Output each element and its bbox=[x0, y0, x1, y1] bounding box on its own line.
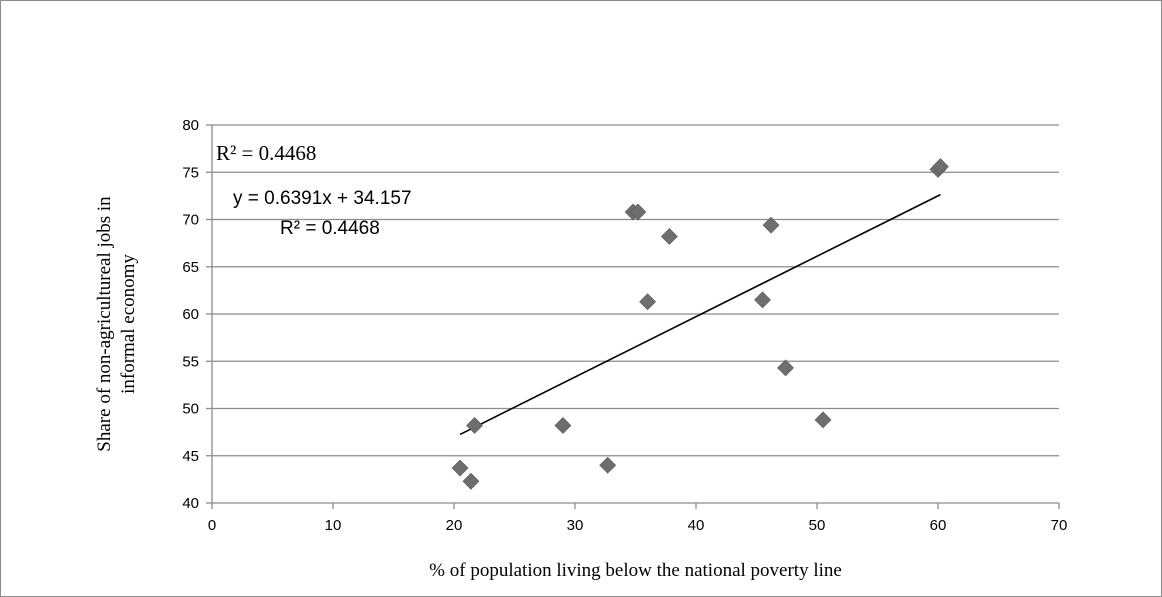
y-axis-label-line: informal economy bbox=[118, 254, 139, 394]
y-tick-label: 50 bbox=[182, 401, 199, 418]
data-point bbox=[554, 417, 572, 434]
x-tick-label: 30 bbox=[567, 517, 584, 534]
y-tick-label: 45 bbox=[182, 448, 199, 465]
data-point bbox=[639, 293, 657, 311]
trendline bbox=[459, 193, 941, 436]
data-point bbox=[814, 411, 832, 429]
data-point bbox=[462, 472, 480, 490]
x-tick-label: 20 bbox=[446, 517, 463, 534]
y-tick-labels: 40 45 50 55 60 65 70 75 80 bbox=[182, 117, 199, 512]
data-point bbox=[660, 228, 678, 245]
x-tick-label: 40 bbox=[688, 517, 705, 534]
x-tick-labels: 0 10 20 30 40 50 60 70 bbox=[208, 517, 1068, 534]
axes bbox=[206, 124, 1060, 509]
y-tick-label: 80 bbox=[182, 117, 199, 134]
y-tick-label: 55 bbox=[182, 353, 199, 370]
data-points bbox=[451, 158, 949, 490]
x-tick-label: 0 bbox=[208, 517, 216, 534]
x-tick-label: 50 bbox=[809, 517, 826, 534]
y-tick-label: 60 bbox=[182, 306, 199, 323]
y-axis-label: Share of non-agricultureal jobs in inform… bbox=[94, 196, 139, 452]
data-point bbox=[629, 203, 647, 221]
data-point bbox=[466, 417, 483, 434]
data-point bbox=[754, 291, 771, 309]
data-point bbox=[931, 158, 949, 176]
y-tick-label: 40 bbox=[182, 495, 199, 512]
y-axis-label-line: Share of non-agricultureal jobs in bbox=[94, 196, 115, 452]
x-tick-label: 70 bbox=[1051, 517, 1068, 534]
x-tick-label: 10 bbox=[325, 517, 342, 534]
r-squared-annotation: R² = 0.4468 bbox=[216, 141, 316, 165]
trendline-r-squared: R² = 0.4468 bbox=[280, 218, 380, 239]
data-point bbox=[762, 216, 780, 234]
grid-lines bbox=[212, 124, 1059, 457]
y-tick-label: 65 bbox=[182, 259, 199, 276]
x-axis-label: % of population living below the nationa… bbox=[429, 560, 842, 581]
x-tick-label: 60 bbox=[930, 517, 947, 534]
data-point bbox=[451, 459, 469, 477]
data-point bbox=[777, 359, 794, 377]
trendline-equation: y = 0.6391x + 34.157 bbox=[233, 188, 412, 209]
data-point bbox=[599, 456, 617, 474]
y-tick-label: 70 bbox=[182, 212, 199, 229]
trendline-group bbox=[459, 193, 941, 436]
y-tick-label: 75 bbox=[182, 164, 199, 181]
